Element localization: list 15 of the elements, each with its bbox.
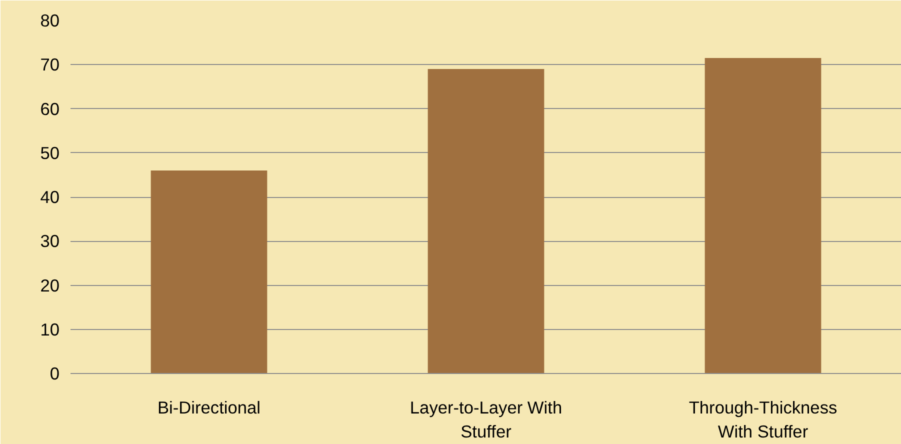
bar [428, 69, 544, 374]
y-tick-label: 70 [40, 54, 60, 75]
y-tick-label: 30 [40, 231, 60, 252]
y-tick-label: 50 [40, 142, 60, 163]
y-tick-label: 60 [40, 98, 60, 119]
x-tick-label: Through-Thickness With Stuffer [688, 398, 838, 442]
y-tick-label: 20 [40, 275, 60, 296]
x-tick-label: Layer-to-Layer With Stuffer [410, 398, 562, 442]
bar [150, 170, 268, 374]
y-tick-label: 80 [40, 10, 60, 30]
x-tick-label: Bi-Directional [157, 398, 261, 418]
y-tick-label: 0 [50, 364, 60, 384]
bar [704, 58, 822, 374]
y-tick-label: 40 [40, 187, 60, 207]
y-tick-label: 10 [40, 319, 60, 340]
